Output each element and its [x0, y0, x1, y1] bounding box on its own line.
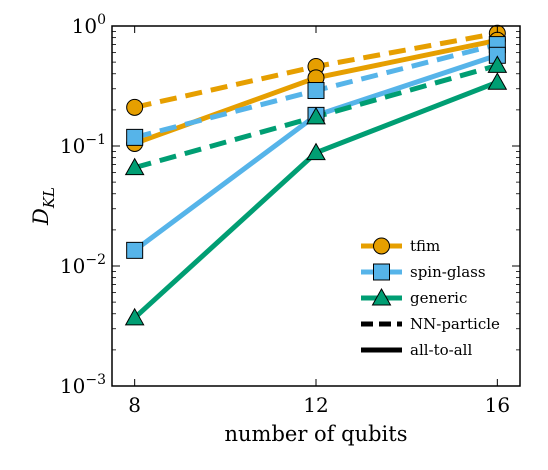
y-tick-label: 10−2 [60, 252, 106, 278]
data-point [487, 72, 508, 90]
legend-marker [373, 263, 390, 281]
data-point [124, 307, 145, 326]
legend-label: spin-glass [410, 263, 486, 281]
data-point [306, 106, 326, 125]
data-point [126, 128, 144, 146]
x-tick-label: 12 [303, 393, 328, 417]
data-point [124, 157, 145, 176]
axes-layer: 8 12 16 100 10−1 10−2 10−3 [60, 12, 520, 417]
y-axis-title-main: D [29, 208, 53, 226]
legend-label: all-to-all [410, 341, 472, 359]
legend-label: tfim [410, 237, 440, 255]
legend-marker [373, 237, 390, 255]
legend-marker [371, 287, 392, 306]
data-point [126, 241, 144, 259]
y-tick-label: 10−3 [60, 372, 106, 398]
y-tick-label: 10−1 [60, 132, 106, 158]
x-tick-label: 16 [485, 393, 510, 417]
x-axis-title: number of qubits [225, 422, 408, 446]
legend-label: generic [410, 289, 467, 307]
data-point [306, 142, 326, 161]
x-tick-label: 8 [128, 393, 141, 417]
legend: tfim spin-glass generic NN-particle all-to-a… [361, 237, 500, 359]
data-point [126, 98, 144, 116]
y-axis-title-subscript: KL [40, 187, 58, 209]
legend-label: NN-particle [410, 315, 500, 333]
y-tick-label: 100 [72, 12, 106, 38]
y-axis-title: DKL [29, 187, 58, 226]
data-point [307, 82, 325, 100]
